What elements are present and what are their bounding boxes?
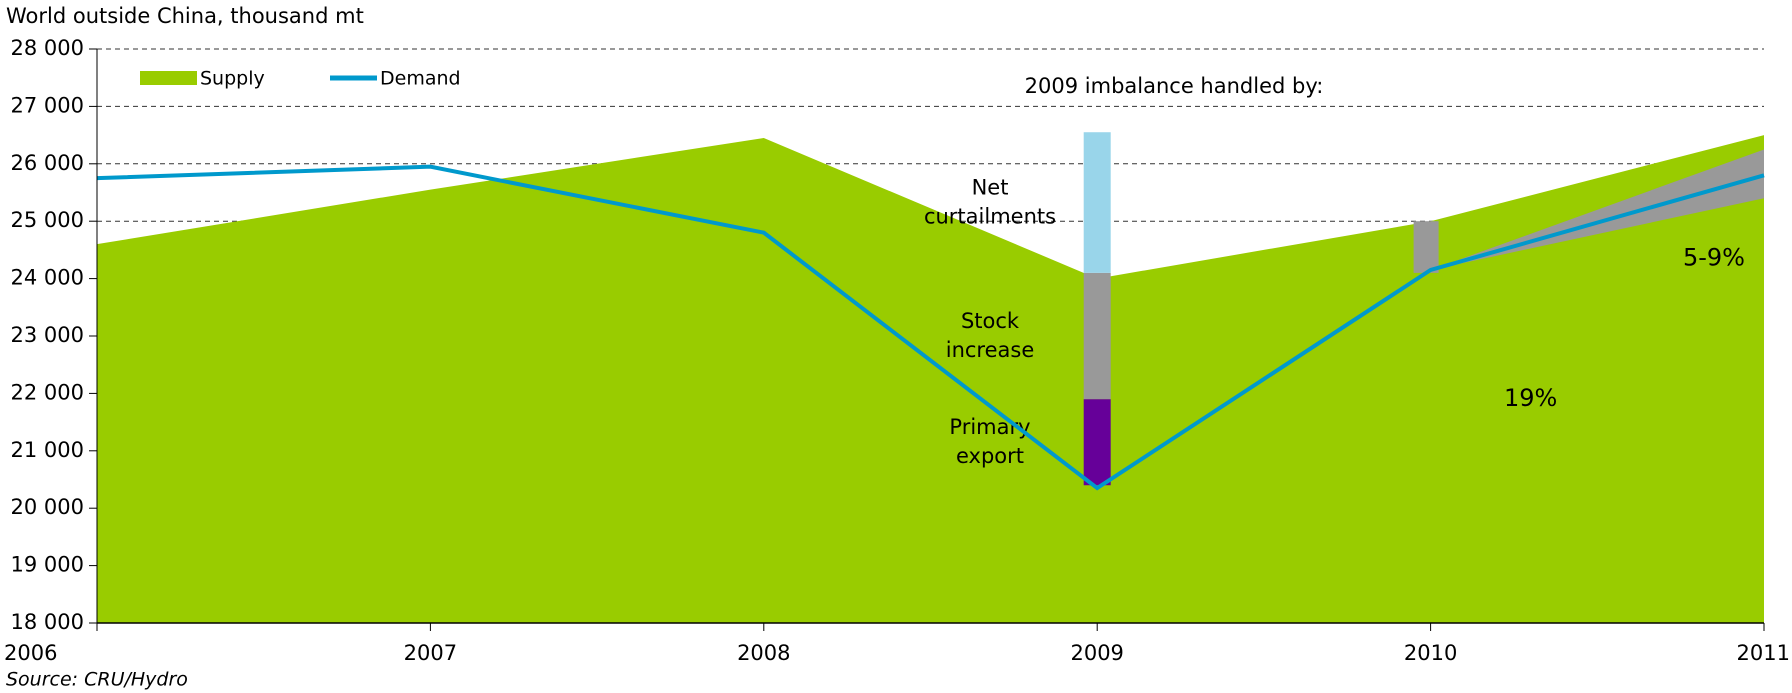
x-tick-label: 2008: [737, 641, 790, 665]
segment-label-line: Net: [972, 176, 1009, 200]
y-tick-label: 21 000: [11, 438, 84, 462]
legend-swatch: [140, 71, 197, 85]
segment-label-line: curtailments: [924, 205, 1056, 229]
imbalance-segment: [1083, 399, 1111, 486]
forecast-range: [1430, 149, 1764, 270]
y-tick-label: 25 000: [11, 208, 84, 232]
imbalance-title: 2009 imbalance handled by:: [1025, 74, 1324, 98]
segment-label-line: export: [956, 444, 1024, 468]
segment-label-line: Stock: [961, 309, 1020, 333]
segment-label: Net curtailments: [924, 176, 1056, 229]
annotation: 19%: [1504, 384, 1557, 412]
demand-line: [96, 164, 1765, 491]
y-tick-label: 23 000: [11, 323, 84, 347]
legend-label: Demand: [380, 68, 461, 90]
y-tick-label: 18 000: [11, 610, 84, 634]
range-2010: [1413, 221, 1439, 273]
x-tick-label: 2007: [404, 641, 457, 665]
x-tick-label: 2009: [1070, 641, 1123, 665]
source: Source: CRU/Hydro: [6, 669, 188, 691]
y-tick-label: 26 000: [11, 151, 84, 175]
x-tick-label: 2006: [4, 641, 57, 665]
y-tick-label: 27 000: [11, 93, 84, 117]
y-tick-label: 24 000: [11, 266, 84, 290]
x-tick-label: 2011: [1737, 641, 1790, 665]
legend-label: Supply: [200, 68, 265, 90]
chart-title: World outside China, thousand mt: [6, 4, 364, 28]
y-tick-label: 28 000: [11, 36, 84, 60]
segment-label: Primary export: [949, 415, 1030, 468]
imbalance-segment: [1083, 132, 1111, 273]
y-tick-label: 20 000: [11, 495, 84, 519]
y-tick-label: 22 000: [11, 380, 84, 404]
annotation: 5-9%: [1683, 244, 1745, 272]
imbalance-segment: [1083, 272, 1111, 400]
x-tick-label: 2010: [1404, 641, 1457, 665]
segment-label: Stock increase: [946, 309, 1035, 362]
segment-label-line: increase: [946, 338, 1035, 362]
supply-area: [97, 135, 1764, 623]
y-tick-label: 19 000: [11, 553, 84, 577]
